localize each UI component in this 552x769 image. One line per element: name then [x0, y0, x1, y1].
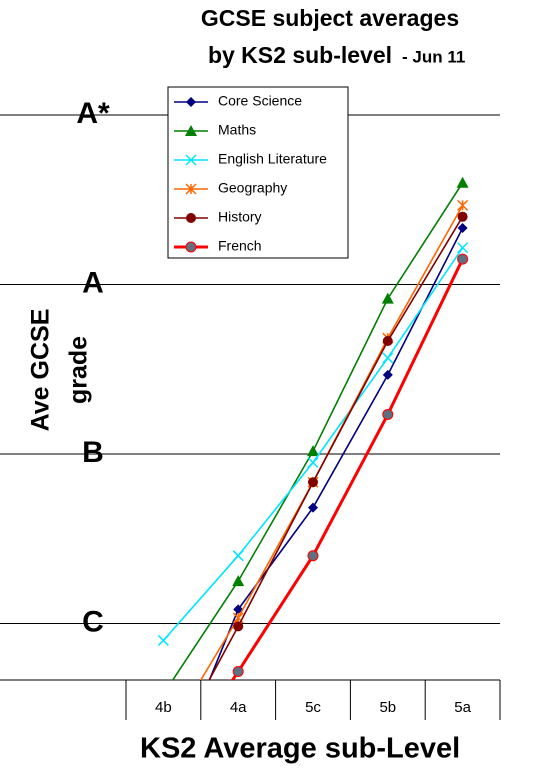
- x-tick-label: 4a: [230, 699, 247, 716]
- series-line: [208, 216, 464, 680]
- legend-label: French: [218, 238, 262, 254]
- y-tick-label: A: [82, 266, 104, 299]
- marker: [233, 621, 244, 632]
- series-line: [230, 258, 464, 680]
- legend-label: Core Science: [218, 93, 302, 109]
- series-line: [162, 247, 464, 641]
- chart-title: by KS2 sub-level: [208, 42, 392, 68]
- marker: [232, 550, 244, 562]
- marker: [185, 241, 197, 253]
- marker: [308, 477, 318, 488]
- marker: [382, 336, 393, 346]
- marker: [307, 456, 319, 469]
- marker: [457, 253, 469, 265]
- marker: [185, 154, 197, 166]
- series-line: [171, 182, 464, 680]
- x-tick-label: 4b: [155, 699, 172, 716]
- plot-series: [157, 176, 469, 699]
- marker: [456, 176, 469, 188]
- y-tick-label: B: [82, 436, 104, 469]
- marker: [185, 125, 197, 136]
- marker: [457, 242, 469, 254]
- marker: [186, 213, 196, 223]
- y-axis-title: grade: [65, 336, 93, 404]
- marker: [382, 408, 394, 420]
- legend-label: English Literature: [218, 151, 327, 167]
- marker: [186, 97, 196, 107]
- marker: [307, 445, 319, 457]
- marker: [382, 352, 394, 364]
- chart-title: GCSE subject averages: [201, 5, 459, 31]
- x-tick-label: 5c: [305, 699, 321, 716]
- series-line: [208, 227, 464, 680]
- marker: [232, 575, 245, 587]
- x-tick-label: 5b: [379, 699, 396, 716]
- legend-box: [167, 86, 349, 259]
- marker: [382, 369, 393, 380]
- marker: [457, 211, 468, 222]
- y-tick-label: C: [82, 605, 104, 638]
- marker: [457, 223, 468, 233]
- legend-label: Geography: [218, 180, 287, 196]
- marker: [157, 688, 169, 699]
- marker: [232, 666, 244, 678]
- x-tick-label: 5a: [454, 699, 471, 716]
- marker: [457, 199, 469, 211]
- series-line: [199, 205, 464, 680]
- legend-label: History: [218, 209, 262, 225]
- marker: [307, 550, 319, 562]
- y-axis-title: Ave GCSE: [27, 309, 55, 432]
- marker: [381, 292, 394, 304]
- marker: [308, 502, 318, 513]
- chart-subtitle: - Jun 11: [402, 47, 465, 66]
- legend-label: Maths: [218, 122, 256, 138]
- marker: [157, 634, 169, 646]
- x-axis-title: KS2 Average sub-Level: [140, 733, 460, 765]
- marker: [185, 183, 197, 195]
- y-tick-label: A*: [76, 97, 110, 130]
